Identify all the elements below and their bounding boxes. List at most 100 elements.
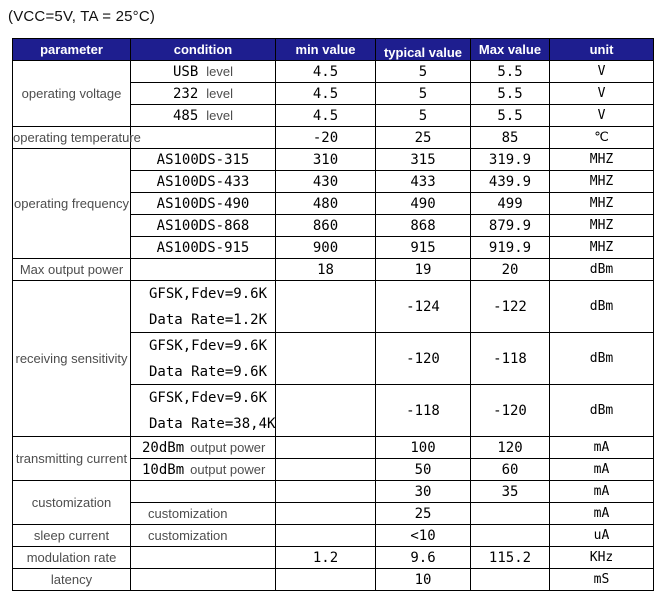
unit-cell: V [549, 104, 654, 127]
column-header-typical-label: typical value [383, 45, 463, 60]
min-value-cell [275, 436, 376, 459]
table-row: Max output power 18 19 20 dBm [12, 258, 654, 281]
condition-cell: customization [130, 524, 276, 547]
parameter-cell: latency [12, 568, 131, 591]
typical-value-cell: 5 [375, 104, 471, 127]
column-header-unit: unit [549, 38, 654, 61]
column-header-max-value: Max value [470, 38, 550, 61]
column-header-max-label: Max value [478, 42, 542, 57]
typical-value-cell: -124 [375, 280, 471, 333]
condition-text: AS100DS-915 [156, 239, 250, 256]
condition-cell: AS100DS-868 [130, 214, 276, 237]
max-value-cell [470, 502, 550, 525]
condition-text: 20dBm [142, 439, 185, 456]
min-value-cell [275, 280, 376, 333]
typical-value-cell: 9.6 [375, 546, 471, 569]
condition-text: AS100DS-315 [156, 151, 250, 168]
condition-line: Data Rate=9.6K [149, 363, 268, 380]
condition-text-secondary: output power [190, 461, 266, 477]
unit-cell: V [549, 60, 654, 83]
typical-value-cell: 5 [375, 60, 471, 83]
column-header-parameter: parameter [12, 38, 131, 61]
min-value-cell [275, 502, 376, 525]
condition-line: GFSK,Fdev=9.6K [149, 389, 268, 406]
typical-value-cell: <10 [375, 524, 471, 547]
min-value-cell: 4.5 [275, 60, 376, 83]
condition-cell: 20dBm output power [130, 436, 276, 459]
min-value-cell: 18 [275, 258, 376, 281]
typical-value-cell: 868 [375, 214, 471, 237]
table-row: 232 level 4.5 5 5.5 V [13, 82, 654, 105]
table-row: modulation rate 1.2 9.6 115.2 KHz [12, 546, 654, 569]
parameter-cell: operating frequency [12, 148, 131, 259]
unit-cell: mA [549, 458, 654, 481]
condition-text: 10dBm [142, 461, 185, 478]
unit-cell: MHZ [549, 236, 654, 259]
parameter-cell: operating voltage [12, 60, 131, 127]
table-row: operating frequency AS100DS-315 310 315 319.… [12, 148, 654, 259]
condition-text: USB [172, 63, 199, 80]
min-value-cell [275, 458, 376, 481]
typical-value-cell: 5 [375, 82, 471, 105]
min-value-cell: 4.5 [275, 104, 376, 127]
parameter-cell: receiving sensitivity [12, 280, 131, 437]
unit-cell: dBm [549, 258, 654, 281]
condition-cell: AS100DS-490 [130, 192, 276, 215]
condition-cell: AS100DS-915 [130, 236, 276, 259]
condition-cell [130, 258, 276, 281]
condition-line: Data Rate=38,4K [149, 415, 276, 432]
column-header-unit-label: unit [589, 42, 614, 57]
max-value-cell: 439.9 [470, 170, 550, 193]
condition-cell: 232 level [130, 82, 276, 105]
max-value-cell [470, 524, 550, 547]
min-value-cell: 1.2 [275, 546, 376, 569]
max-value-cell: 5.5 [470, 82, 550, 105]
condition-cell [130, 568, 276, 591]
typical-value-cell: 19 [375, 258, 471, 281]
typical-value-cell: 915 [375, 236, 471, 259]
condition-cell: AS100DS-315 [130, 148, 276, 171]
page-title: (VCC=5V, TA = 25°C) [8, 8, 156, 25]
min-value-cell: -20 [275, 126, 376, 149]
parameter-cell: operating temperature [12, 126, 141, 149]
column-header-typical-value: typical value [375, 38, 471, 61]
condition-text: 485 [172, 107, 199, 124]
unit-cell: mA [549, 436, 654, 459]
unit-cell: MHZ [549, 148, 654, 171]
parameter-cell: transmitting current [12, 436, 131, 481]
max-value-cell: 499 [470, 192, 550, 215]
table-row: latency 10 mS [12, 568, 654, 591]
max-value-cell: 319.9 [470, 148, 550, 171]
max-value-cell [470, 568, 550, 591]
max-value-cell: 879.9 [470, 214, 550, 237]
unit-cell: MHZ [549, 214, 654, 237]
max-value-cell: 60 [470, 458, 550, 481]
condition-cell: USB level [130, 60, 276, 83]
condition-lines: GFSK,Fdev=9.6K Data Rate=1.2K [131, 287, 275, 327]
min-value-cell: 900 [275, 236, 376, 259]
min-value-cell [275, 524, 376, 547]
column-header-parameter-label: parameter [40, 42, 103, 57]
max-value-cell: 919.9 [470, 236, 550, 259]
max-value-cell: 35 [470, 480, 550, 503]
condition-cell [130, 126, 276, 149]
typical-value-cell: 25 [375, 126, 471, 149]
table-row: transmitting current 20dBm output power 100… [12, 436, 654, 481]
table-header: parameter condition min value typical va… [12, 38, 654, 61]
typical-value-cell: 433 [375, 170, 471, 193]
parameter-cell: Max output power [12, 258, 131, 281]
table-row: GFSK,Fdev=9.6K Data Rate=38,4K -118 -120 dBm [13, 384, 654, 437]
condition-cell: GFSK,Fdev=9.6K Data Rate=9.6K [130, 332, 276, 385]
max-value-cell: 85 [470, 126, 550, 149]
typical-value-cell: 25 [375, 502, 471, 525]
typical-value-cell: 30 [375, 480, 471, 503]
max-value-cell: -120 [470, 384, 550, 437]
condition-cell: AS100DS-433 [130, 170, 276, 193]
column-header-condition-label: condition [173, 42, 233, 57]
column-header-min-value: min value [275, 38, 376, 61]
max-value-cell: 5.5 [470, 104, 550, 127]
max-value-cell: 20 [470, 258, 550, 281]
max-value-cell: 5.5 [470, 60, 550, 83]
condition-cell [130, 546, 276, 569]
spec-table-body: operating voltage USB level 4.5 5 5.5 V 232 leve… [12, 60, 654, 591]
